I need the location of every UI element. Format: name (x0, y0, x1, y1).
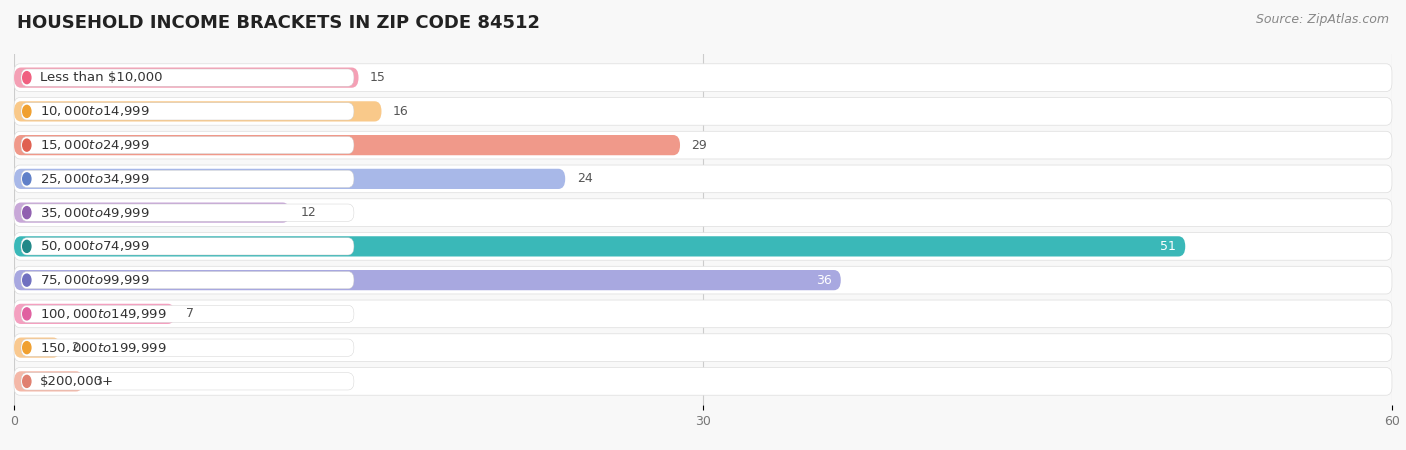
Text: 51: 51 (1160, 240, 1175, 253)
FancyBboxPatch shape (14, 165, 1392, 193)
FancyBboxPatch shape (14, 233, 1392, 260)
Circle shape (22, 173, 31, 185)
FancyBboxPatch shape (21, 204, 354, 221)
FancyBboxPatch shape (14, 304, 174, 324)
FancyBboxPatch shape (21, 339, 354, 356)
Text: $75,000 to $99,999: $75,000 to $99,999 (41, 273, 150, 287)
FancyBboxPatch shape (14, 368, 1392, 395)
FancyBboxPatch shape (21, 238, 354, 255)
FancyBboxPatch shape (14, 64, 1392, 91)
FancyBboxPatch shape (14, 338, 60, 358)
Text: 12: 12 (301, 206, 316, 219)
FancyBboxPatch shape (14, 202, 290, 223)
FancyBboxPatch shape (14, 199, 1392, 226)
Circle shape (22, 72, 31, 84)
FancyBboxPatch shape (14, 270, 841, 290)
FancyBboxPatch shape (14, 266, 1392, 294)
Text: 2: 2 (72, 341, 79, 354)
Text: 16: 16 (394, 105, 409, 118)
FancyBboxPatch shape (14, 101, 381, 122)
Text: Source: ZipAtlas.com: Source: ZipAtlas.com (1256, 14, 1389, 27)
Circle shape (22, 342, 31, 354)
FancyBboxPatch shape (14, 135, 681, 155)
FancyBboxPatch shape (14, 169, 565, 189)
Text: HOUSEHOLD INCOME BRACKETS IN ZIP CODE 84512: HOUSEHOLD INCOME BRACKETS IN ZIP CODE 84… (17, 14, 540, 32)
FancyBboxPatch shape (21, 136, 354, 154)
Circle shape (22, 139, 31, 151)
Text: $10,000 to $14,999: $10,000 to $14,999 (41, 104, 150, 118)
FancyBboxPatch shape (21, 170, 354, 188)
FancyBboxPatch shape (14, 236, 1185, 256)
FancyBboxPatch shape (21, 305, 354, 323)
Circle shape (22, 308, 31, 320)
FancyBboxPatch shape (14, 334, 1392, 361)
Text: $25,000 to $34,999: $25,000 to $34,999 (41, 172, 150, 186)
FancyBboxPatch shape (21, 271, 354, 289)
Text: $150,000 to $199,999: $150,000 to $199,999 (41, 341, 167, 355)
FancyBboxPatch shape (14, 131, 1392, 159)
Text: 36: 36 (815, 274, 831, 287)
FancyBboxPatch shape (14, 98, 1392, 125)
FancyBboxPatch shape (14, 68, 359, 88)
Text: Less than $10,000: Less than $10,000 (41, 71, 163, 84)
FancyBboxPatch shape (21, 103, 354, 120)
Text: $35,000 to $49,999: $35,000 to $49,999 (41, 206, 150, 220)
Text: $50,000 to $74,999: $50,000 to $74,999 (41, 239, 150, 253)
Circle shape (22, 375, 31, 387)
Circle shape (22, 105, 31, 117)
FancyBboxPatch shape (14, 371, 83, 392)
Circle shape (22, 274, 31, 286)
Text: $100,000 to $149,999: $100,000 to $149,999 (41, 307, 167, 321)
Text: $200,000+: $200,000+ (41, 375, 114, 388)
FancyBboxPatch shape (21, 69, 354, 86)
Text: 3: 3 (94, 375, 103, 388)
FancyBboxPatch shape (14, 300, 1392, 328)
Text: 7: 7 (186, 307, 194, 320)
Text: 29: 29 (692, 139, 707, 152)
Circle shape (22, 207, 31, 219)
Text: $15,000 to $24,999: $15,000 to $24,999 (41, 138, 150, 152)
FancyBboxPatch shape (21, 373, 354, 390)
Text: 24: 24 (576, 172, 592, 185)
Circle shape (22, 240, 31, 252)
Text: 15: 15 (370, 71, 385, 84)
